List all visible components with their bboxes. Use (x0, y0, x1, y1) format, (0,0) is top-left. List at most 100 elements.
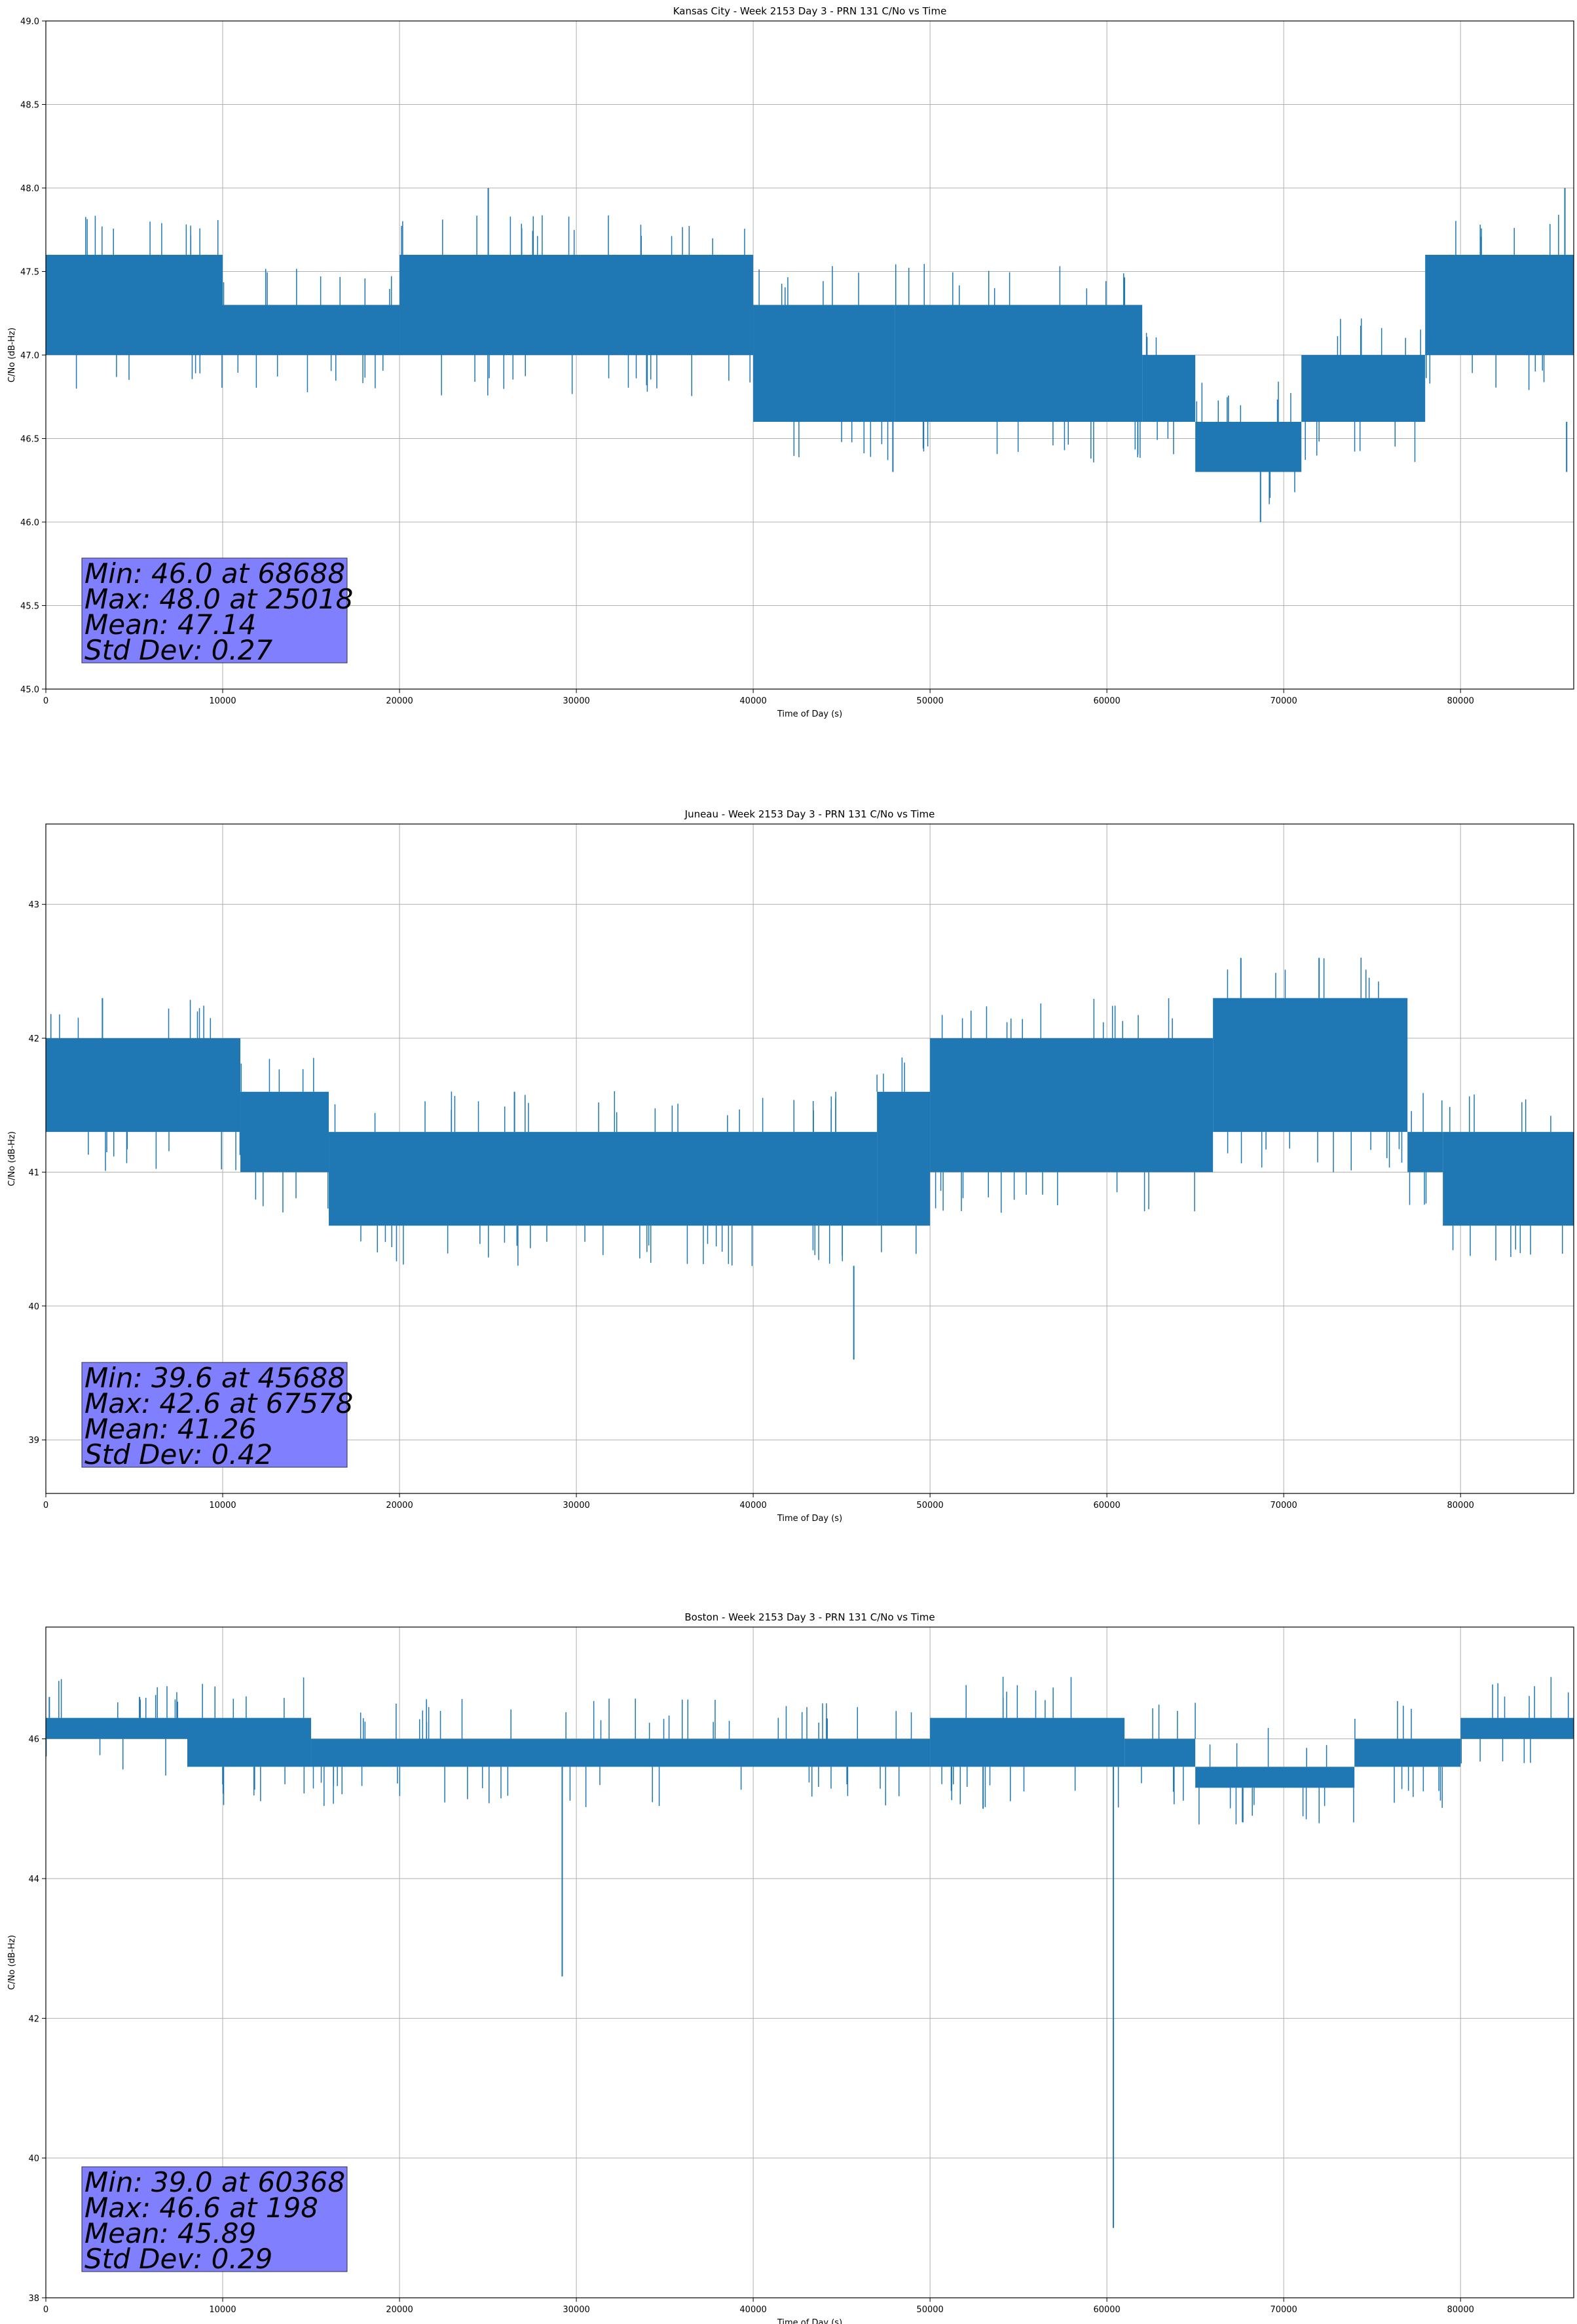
data-band (329, 1132, 878, 1226)
x-tick-label: 60000 (1093, 696, 1120, 706)
data-band (877, 1091, 931, 1226)
x-tick-label: 80000 (1447, 1501, 1474, 1510)
data-band (1301, 355, 1426, 422)
x-tick-label: 70000 (1270, 696, 1297, 706)
stats-line: Mean: 41.26 (84, 1413, 256, 1445)
data-band (399, 255, 754, 355)
y-tick-label: 40 (28, 2154, 39, 2164)
y-axis-label: C/No (dB-Hz) (7, 328, 17, 383)
x-tick-label: 70000 (1270, 2305, 1297, 2315)
y-tick-label: 45.0 (20, 685, 39, 695)
x-tick-label: 40000 (739, 1501, 766, 1510)
y-tick-label: 42 (28, 2014, 39, 2024)
chart-title: Juneau - Week 2153 Day 3 - PRN 131 C/No … (684, 808, 935, 820)
stats-box-background (81, 1362, 348, 1468)
data-band (1354, 1738, 1461, 1767)
data-band (311, 1738, 931, 1767)
x-tick-label: 20000 (386, 696, 413, 706)
x-tick-label: 20000 (386, 1501, 413, 1510)
y-axis-label: C/No (dB-Hz) (7, 1131, 17, 1186)
x-tick-label: 10000 (209, 696, 236, 706)
y-tick-label: 46.5 (20, 435, 39, 445)
chart-panel-1: 0 10000 20000 30000 40000 50000 60000 70000 8000… (7, 808, 1574, 1524)
stats-line: Std Dev: 0.29 (84, 2243, 272, 2275)
x-tick-label: 20000 (386, 2305, 413, 2315)
data-band (1407, 1132, 1443, 1172)
data-band (1425, 255, 1574, 355)
y-tick-label: 38 (28, 2294, 39, 2304)
data-band (240, 1091, 329, 1172)
y-tick-label: 48.0 (20, 184, 39, 194)
x-tick-label: 70000 (1270, 1501, 1297, 1510)
y-tick-label: 40 (28, 1302, 39, 1312)
x-tick-label: 0 (43, 1501, 48, 1510)
stats-line: Min: 39.0 at 60368 (84, 2166, 345, 2198)
stats-line: Mean: 47.14 (84, 609, 256, 641)
x-tick-label: 80000 (1447, 696, 1474, 706)
series-line (46, 958, 1574, 1360)
x-tick-label: 40000 (739, 2305, 766, 2315)
y-tick-label: 47.0 (20, 351, 39, 361)
x-tick-label: 0 (43, 2305, 48, 2315)
stats-line: Max: 42.6 at 67578 (84, 1387, 353, 1419)
data-band (187, 1717, 312, 1767)
x-tick-label: 0 (43, 696, 48, 706)
data-band (223, 305, 400, 355)
x-axis-label: Time of Day (s) (777, 709, 842, 719)
data-band (930, 1038, 1214, 1172)
stats-box-background (81, 2166, 348, 2272)
stats-line: Mean: 45.89 (84, 2217, 256, 2249)
data-band (895, 305, 1143, 422)
y-tick-label: 41 (28, 1168, 39, 1178)
y-tick-label: 46 (28, 1735, 39, 1745)
stats-box-background (81, 557, 348, 664)
x-tick-label: 30000 (563, 696, 589, 706)
x-tick-label: 30000 (563, 1501, 589, 1510)
axes-frame (45, 1626, 1574, 2298)
y-tick-label: 44 (28, 1875, 39, 1884)
stats-line: Max: 48.0 at 25018 (84, 583, 353, 615)
axes-frame (45, 823, 1574, 1494)
x-tick-label: 40000 (739, 696, 766, 706)
data-band (46, 1038, 241, 1133)
x-tick-label: 80000 (1447, 2305, 1474, 2315)
y-tick-label: 43 (28, 901, 39, 910)
y-tick-label: 49.0 (20, 17, 39, 27)
y-tick-label: 48.5 (20, 101, 39, 111)
stats-line: Min: 39.6 at 45688 (84, 1362, 345, 1394)
series-line (46, 188, 1574, 522)
y-tick-label: 39 (28, 1436, 39, 1446)
x-tick-label: 50000 (916, 1501, 943, 1510)
data-band (1142, 355, 1196, 422)
data-band (1213, 998, 1408, 1133)
stats-line: Std Dev: 0.42 (84, 1438, 272, 1471)
x-tick-label: 50000 (916, 696, 943, 706)
chart-panel-0: 0 10000 20000 30000 40000 50000 60000 70000 8000… (7, 5, 1574, 719)
chart-panel-2: 0 10000 20000 30000 40000 50000 60000 70000 8000… (7, 1611, 1574, 2324)
data-band (753, 305, 895, 422)
y-tick-label: 47.5 (20, 268, 39, 278)
x-tick-label: 10000 (209, 2305, 236, 2315)
x-axis-label: Time of Day (s) (777, 1514, 842, 1524)
x-tick-label: 30000 (563, 2305, 589, 2315)
y-axis-label: C/No (dB-Hz) (7, 1935, 17, 1990)
x-tick-label: 60000 (1093, 1501, 1120, 1510)
stats-line: Max: 46.6 at 198 (84, 2192, 318, 2224)
data-band (46, 255, 223, 355)
data-band (46, 1717, 188, 1739)
y-tick-label: 42 (28, 1034, 39, 1044)
data-band (930, 1717, 1125, 1767)
data-band (1443, 1132, 1574, 1226)
data-band (1124, 1738, 1196, 1767)
chart-title: Boston - Week 2153 Day 3 - PRN 131 C/No … (684, 1611, 935, 1623)
stats-line: Std Dev: 0.27 (84, 634, 272, 666)
y-tick-label: 46.0 (20, 518, 39, 528)
chart-title: Kansas City - Week 2153 Day 3 - PRN 131 … (673, 5, 947, 17)
data-band (1460, 1717, 1574, 1739)
x-tick-label: 50000 (916, 2305, 943, 2315)
x-tick-label: 10000 (209, 1501, 236, 1510)
